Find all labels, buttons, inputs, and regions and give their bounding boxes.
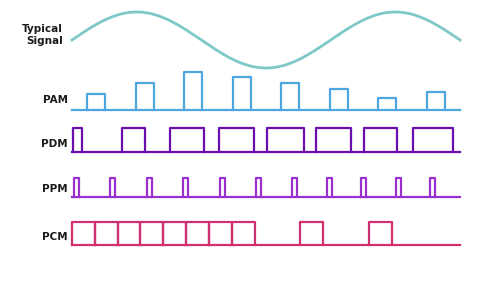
Text: PAM: PAM [43,95,68,105]
Text: PDM: PDM [41,139,68,149]
Text: Typical
Signal: Typical Signal [22,24,63,46]
Text: PCM: PCM [42,232,68,242]
Text: PPM: PPM [42,184,68,194]
